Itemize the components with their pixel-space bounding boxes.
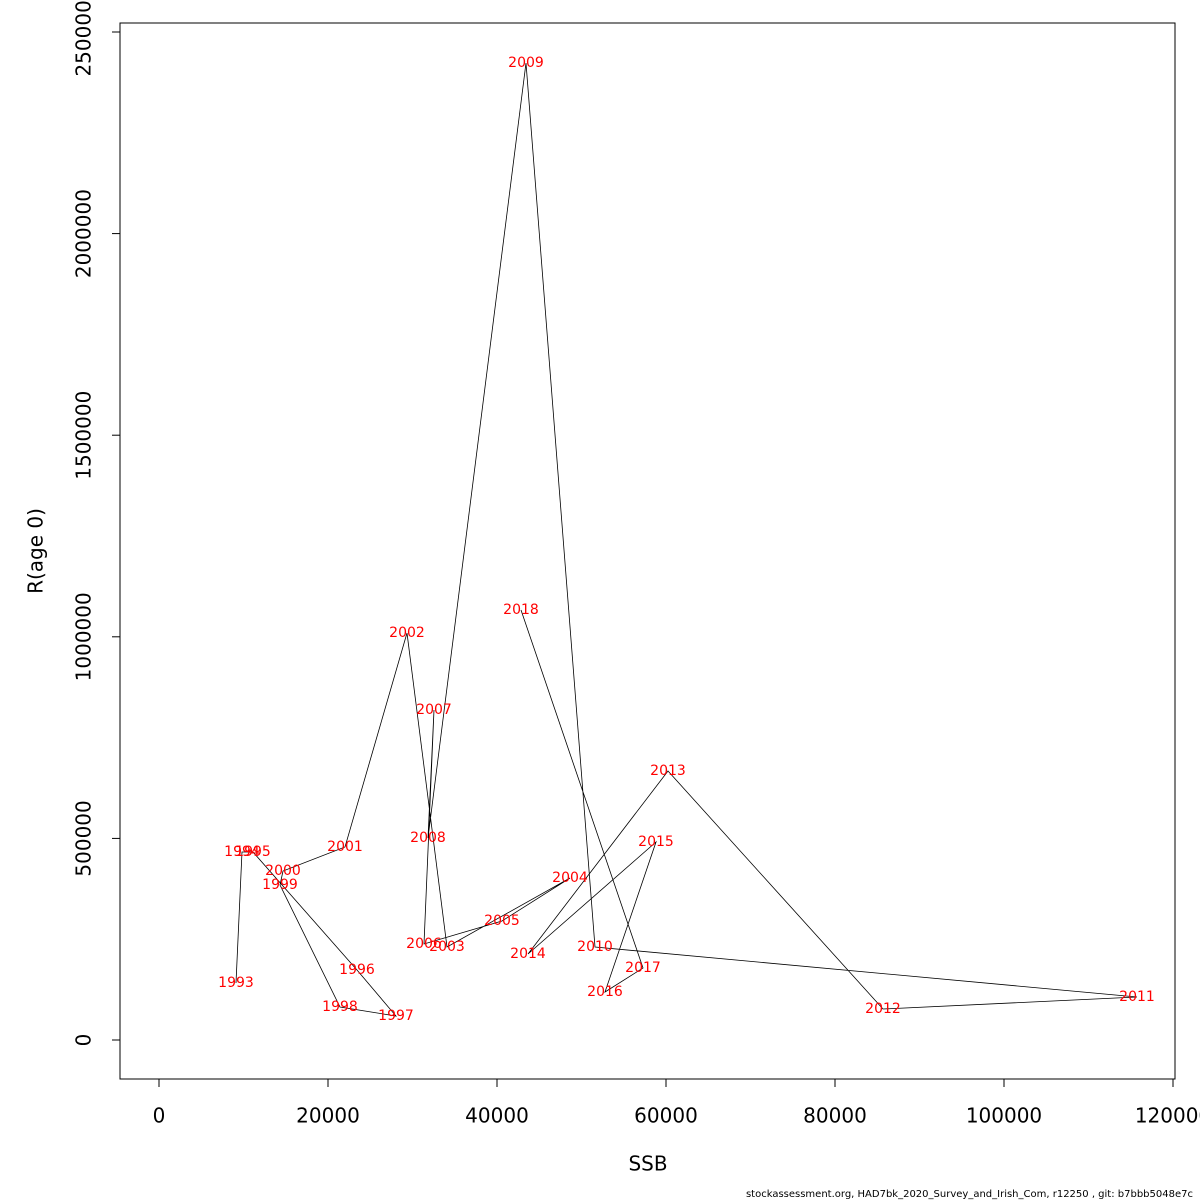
year-label: 2003	[429, 939, 465, 955]
year-label: 2004	[552, 870, 588, 886]
x-axis-label: SSB	[628, 1152, 667, 1176]
year-label: 2017	[625, 960, 661, 976]
year-label: 1997	[378, 1008, 414, 1024]
year-label: 2010	[577, 939, 613, 955]
plot-box	[119, 22, 1176, 1080]
y-tick-label: 500000	[72, 800, 96, 876]
year-label: 1999	[262, 877, 298, 893]
year-label: 1995	[235, 844, 271, 860]
year-label: 1996	[339, 962, 375, 978]
x-tick-label: 100000	[966, 1104, 1042, 1128]
year-label: 1994	[224, 844, 260, 860]
y-tick-label: 2500000	[72, 0, 96, 77]
year-label: 2014	[510, 946, 546, 962]
year-label: 2012	[865, 1001, 901, 1017]
y-tick-label: 0	[72, 1034, 96, 1047]
year-label: 2008	[410, 830, 446, 846]
y-tick-label: 1500000	[72, 391, 96, 480]
x-tick-label: 40000	[465, 1104, 529, 1128]
y-axis-label: R(age 0)	[24, 508, 48, 594]
x-tick-label: 0	[153, 1104, 166, 1128]
year-label: 1993	[218, 975, 254, 991]
year-label: 2006	[406, 936, 442, 952]
sr-line	[235, 62, 1138, 1017]
x-tick-label: 20000	[296, 1104, 360, 1128]
y-tick-label: 1000000	[72, 592, 96, 681]
footer: stockassessment.org, HAD7bk_2020_Survey_…	[746, 1189, 1193, 1200]
year-label: 2001	[327, 839, 363, 855]
year-label: 2015	[638, 834, 674, 850]
x-tick-label: 60000	[634, 1104, 698, 1128]
year-label: 2013	[650, 763, 686, 779]
year-label: 2016	[587, 984, 623, 1000]
year-label: 2005	[484, 913, 520, 929]
year-label: 2002	[389, 625, 425, 641]
year-label: 1998	[322, 999, 358, 1015]
y-tick-label: 2000000	[72, 189, 96, 278]
x-tick-label: 80000	[803, 1104, 867, 1128]
year-label: 2000	[265, 863, 301, 879]
year-label: 2018	[503, 602, 539, 618]
year-label: 2009	[508, 55, 544, 71]
year-label: 2011	[1119, 989, 1155, 1005]
year-label: 2007	[416, 702, 452, 718]
